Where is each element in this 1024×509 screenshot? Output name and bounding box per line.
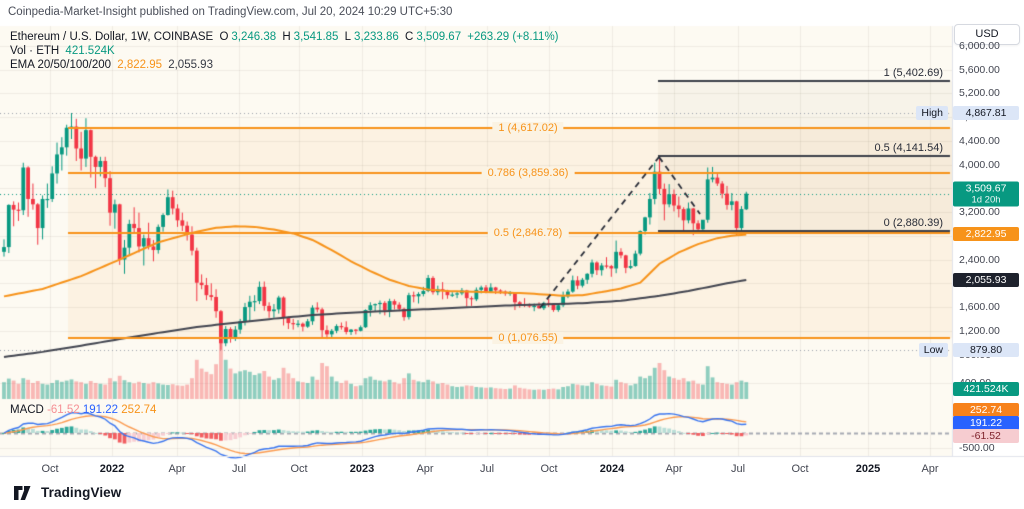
macd-hist-value: -61.52 xyxy=(47,404,80,416)
tradingview-icon xyxy=(14,485,31,500)
time-tick-year: 2022 xyxy=(99,463,125,475)
price-tick: 6,000.00 xyxy=(959,39,1000,52)
fib-level-label: 0 (1,076.55) xyxy=(492,332,564,345)
ema-slow-badge: 2,055.93 xyxy=(953,272,1019,287)
low-label: L xyxy=(344,31,352,43)
macd-legend-row[interactable]: MACD -61.52 191.22 252.74 xyxy=(10,404,156,416)
volume-value: 421.524K xyxy=(65,45,115,57)
price-tick: 1,200.00 xyxy=(959,324,1000,337)
time-tick-month: Oct xyxy=(540,463,558,475)
time-tick-month: Jul xyxy=(231,463,247,475)
time-tick-month: Oct xyxy=(791,463,809,475)
time-tick-month: Jul xyxy=(479,463,495,475)
high-value: 3,541.85 xyxy=(293,31,339,43)
last-price-badge: 3,509.67 1d 20h xyxy=(953,181,1019,207)
open-label: O xyxy=(219,31,229,43)
high-plot-chip: High xyxy=(916,106,948,120)
time-tick-month: Oct xyxy=(41,463,59,475)
time-tick-month: Apr xyxy=(416,463,434,475)
price-tick: 2,400.00 xyxy=(959,253,1000,266)
time-tick-year: 2024 xyxy=(599,463,625,475)
price-tick: 4,400.00 xyxy=(959,134,1000,147)
fib-level-label: 0.786 (3,859.36) xyxy=(481,166,575,179)
ema-label: EMA 20/50/100/200 xyxy=(10,59,112,71)
macd-signal-badge: 252.74 xyxy=(953,403,1019,417)
price-tick: -500.00 xyxy=(959,442,995,454)
volume-badge: 421.524K xyxy=(953,382,1019,396)
low-plot-chip: Low xyxy=(918,342,948,357)
time-tick-month: Apr xyxy=(168,463,186,475)
ema-slow-value: 2,055.93 xyxy=(168,59,213,71)
legend-ema-row[interactable]: EMA 20/50/100/200 2,822.95 2,055.93 xyxy=(10,59,216,71)
close-value: 3,509.67 xyxy=(416,31,462,43)
price-tick: 3,200.00 xyxy=(959,206,1000,219)
price-tick: 5,600.00 xyxy=(959,63,1000,76)
fib-level-label: 1 (4,617.02) xyxy=(492,121,564,134)
price-tick: 5,200.00 xyxy=(959,87,1000,100)
volume-label: Vol · ETH xyxy=(10,45,60,57)
ema-fast-badge: 2,822.95 xyxy=(953,227,1019,242)
fib-level-label: 0.5 (2,846.78) xyxy=(487,227,569,239)
price-tick: 4,000.00 xyxy=(959,158,1000,171)
fib-level-label: 1 (5,402.69) xyxy=(883,67,943,80)
tradingview-logo-link[interactable]: TradingView xyxy=(14,485,121,500)
legend-symbol-row[interactable]: Ethereum / U.S. Dollar, 1W, COINBASE O 3,… xyxy=(10,31,562,43)
macd-label: MACD xyxy=(10,404,44,416)
symbol-title[interactable]: Ethereum / U.S. Dollar, 1W, COINBASE xyxy=(10,31,214,43)
high-price-label: 4,867.81 xyxy=(953,106,1019,120)
fib-level-label: 0.5 (4,141.54) xyxy=(874,142,944,155)
legend-volume-row[interactable]: Vol · ETH 421.524K xyxy=(10,45,118,57)
macd-hist-badge: -61.52 xyxy=(953,429,1019,443)
time-tick-month: Oct xyxy=(290,463,308,475)
time-tick-month: Apr xyxy=(665,463,683,475)
time-tick-year: 2025 xyxy=(855,463,881,475)
ema-fast-value: 2,822.95 xyxy=(117,59,162,71)
macd-signal-value: 252.74 xyxy=(121,404,157,416)
close-label: C xyxy=(405,31,414,43)
tradingview-brand-text: TradingView xyxy=(41,485,122,500)
time-tick-month: Apr xyxy=(921,463,939,475)
low-value: 3,233.86 xyxy=(354,31,399,43)
change-value: +263.29 (+8.11%) xyxy=(467,31,559,43)
high-label: H xyxy=(282,31,291,43)
open-value: 3,246.38 xyxy=(231,31,277,43)
macd-line-badge: 191.22 xyxy=(953,416,1019,430)
price-tick: 1,600.00 xyxy=(959,301,1000,314)
low-price-label: 879.80 xyxy=(953,342,1019,357)
countdown-timer: 1d 20h xyxy=(971,194,1001,206)
currency-unit-button[interactable]: USD xyxy=(954,24,1020,45)
time-tick-month: Jul xyxy=(730,463,746,475)
fib-level-label: 0 (2,880.39) xyxy=(883,217,943,230)
time-tick-year: 2023 xyxy=(349,463,375,475)
macd-line-value: 191.22 xyxy=(82,404,119,416)
